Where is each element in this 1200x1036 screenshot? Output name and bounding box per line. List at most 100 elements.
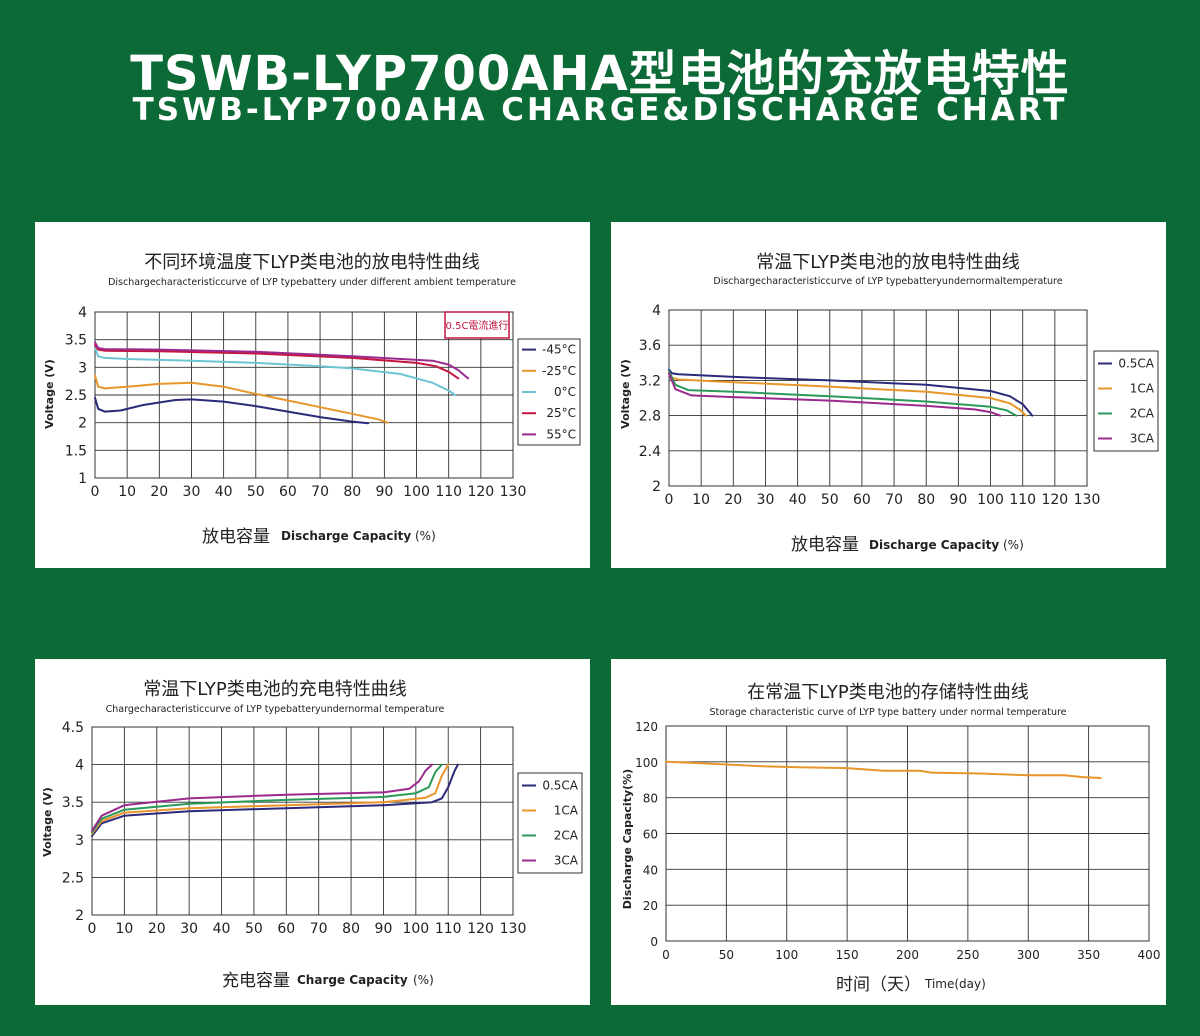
x-tick-label: 30 xyxy=(183,484,201,500)
y-tick-label: 3 xyxy=(78,360,87,376)
annotation-box: 0.5C電流進行 xyxy=(444,311,510,339)
legend: 0.5CA 1CA 2CA 3CA xyxy=(1093,350,1159,452)
y-tick-label: 4 xyxy=(75,758,84,774)
x-tick-label: 100 xyxy=(402,921,429,937)
x-tick-label: 100 xyxy=(977,492,1004,508)
legend-label: -25°C xyxy=(542,364,576,378)
x-tick-label: 80 xyxy=(343,484,361,500)
plot-area: 0 10 20 30 40 50 60 70 80 90 100 110 120 130 2 2.5 3 3.5 4… xyxy=(62,720,527,937)
chart-subtitle: Dischargecharacteristiccurve of LYP type… xyxy=(108,277,516,288)
y-tick-label: 20 xyxy=(643,899,658,913)
legend-label: 0.5CA xyxy=(1118,357,1154,371)
x-tick-label: 110 xyxy=(435,484,462,500)
y-tick-label: 1.5 xyxy=(65,443,87,459)
x-axis-label-unit: (%) xyxy=(415,529,436,543)
chart-subtitle: Chargecharacteristiccurve of LYP typebat… xyxy=(106,704,445,715)
plot-area: 0 10 20 30 40 50 60 70 80 90 100 110 120 130 1 1.5 2 2.5 3… xyxy=(65,305,527,500)
legend: -45°C -25°C 0°C 25°C 55°C xyxy=(517,338,581,446)
chart-normal-charge: 常温下LYP类电池的充电特性曲线 Chargecharacteristiccur… xyxy=(41,679,583,991)
series-line xyxy=(665,760,1102,779)
y-tick-label: 100 xyxy=(635,756,658,770)
chart-panel-normal-discharge: 常温下LYP类电池的放电特性曲线 Dischargecharacteristic… xyxy=(611,222,1166,568)
series-line xyxy=(668,370,1018,417)
legend-label: 1CA xyxy=(1130,382,1155,396)
y-tick-label: 2.5 xyxy=(62,870,84,886)
y-tick-label: 3.5 xyxy=(65,333,87,349)
series-line xyxy=(94,347,457,396)
chart-panel-normal-charge: 常温下LYP类电池的充电特性曲线 Chargecharacteristiccur… xyxy=(35,659,590,1005)
legend-label: 25°C xyxy=(546,406,576,420)
x-tick-label: 50 xyxy=(719,948,734,962)
series-line xyxy=(94,344,460,380)
y-tick-label: 0 xyxy=(650,935,658,949)
y-tick-label: 80 xyxy=(643,792,658,806)
x-tick-label: 30 xyxy=(757,492,775,508)
x-tick-label: 60 xyxy=(853,492,871,508)
legend-label: -45°C xyxy=(542,343,576,357)
y-tick-label: 4 xyxy=(652,303,661,319)
x-tick-label: 110 xyxy=(435,921,462,937)
x-tick-label: 80 xyxy=(917,492,935,508)
legend: 0.5CA 1CA 2CA 3CA xyxy=(517,772,583,874)
x-tick-label: 40 xyxy=(213,921,231,937)
legend-label: 1CA xyxy=(554,804,579,818)
y-tick-label: 4 xyxy=(78,305,87,321)
x-tick-label: 50 xyxy=(245,921,263,937)
y-axis-label: Voltage (V) xyxy=(619,359,632,429)
x-tick-label: 350 xyxy=(1077,948,1100,962)
y-tick-label: 2.8 xyxy=(639,409,661,425)
x-tick-label: 80 xyxy=(342,921,360,937)
x-tick-label: 10 xyxy=(692,492,710,508)
x-tick-label: 0 xyxy=(91,484,100,500)
x-tick-label: 100 xyxy=(775,948,798,962)
x-tick-label: 130 xyxy=(500,921,527,937)
annotation-frame xyxy=(444,311,510,339)
y-axis-label: Voltage (V) xyxy=(43,359,56,429)
x-axis-label-cn: 充电容量 xyxy=(222,971,290,991)
x-tick-label: 40 xyxy=(215,484,233,500)
x-axis-label-unit: (%) xyxy=(1003,538,1024,552)
series-line xyxy=(668,368,1034,417)
y-tick-label: 60 xyxy=(643,828,658,842)
x-tick-label: 150 xyxy=(836,948,859,962)
x-tick-label: 60 xyxy=(277,921,295,937)
series-line xyxy=(91,763,443,834)
y-tick-label: 4.5 xyxy=(62,720,84,736)
x-axis-label-en: Charge Capacity xyxy=(297,973,408,987)
x-tick-label: 90 xyxy=(375,921,393,937)
page-subtitle: TSWB-LYP700AHA CHARGE&DISCHARGE CHART xyxy=(132,92,1068,128)
x-tick-label: 200 xyxy=(896,948,919,962)
legend-label: 0°C xyxy=(554,385,576,399)
x-axis-label-cn: 时间（天） xyxy=(836,975,921,995)
legend-label: 0.5CA xyxy=(542,779,578,793)
legend-label: 3CA xyxy=(554,854,579,868)
y-tick-label: 3.2 xyxy=(639,373,661,389)
y-tick-label: 3.6 xyxy=(639,338,661,354)
series-line xyxy=(91,763,459,837)
plot-frame xyxy=(91,726,514,916)
series-line xyxy=(94,396,370,425)
x-tick-label: 300 xyxy=(1017,948,1040,962)
x-tick-label: 120 xyxy=(1041,492,1068,508)
series-line xyxy=(94,374,389,424)
x-tick-label: 40 xyxy=(789,492,807,508)
x-axis-label-unit: (%) xyxy=(413,973,434,987)
chart-title: 常温下LYP类电池的放电特性曲线 xyxy=(756,252,1020,273)
x-tick-label: 90 xyxy=(375,484,393,500)
y-tick-label: 40 xyxy=(643,863,658,877)
y-tick-label: 2 xyxy=(75,908,84,924)
y-tick-label: 2.5 xyxy=(65,388,87,404)
chart-subtitle: Storage characteristic curve of LYP type… xyxy=(709,707,1066,718)
chart-storage: 在常温下LYP类电池的存储特性曲线 Storage characteristic… xyxy=(621,682,1160,995)
y-tick-label: 2.4 xyxy=(639,444,661,460)
x-tick-label: 10 xyxy=(115,921,133,937)
x-tick-label: 20 xyxy=(150,484,168,500)
series-line xyxy=(91,763,450,835)
y-axis-label: Discharge Capacity(%) xyxy=(621,769,634,909)
x-tick-label: 20 xyxy=(724,492,742,508)
chart-title: 常温下LYP类电池的充电特性曲线 xyxy=(143,679,407,700)
legend-label: 55°C xyxy=(546,427,576,441)
x-axis-label-en: Time(day) xyxy=(924,977,986,991)
y-tick-label: 3 xyxy=(75,833,84,849)
page-title: TSWB-LYP700AHA型电池的充放电特性 xyxy=(130,46,1070,102)
